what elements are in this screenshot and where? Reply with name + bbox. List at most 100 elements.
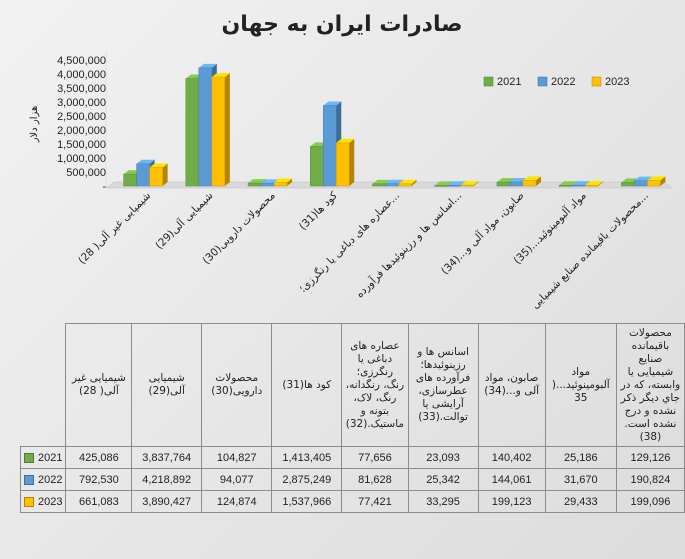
bar-top [572, 181, 591, 186]
y-tick-label: 1,500,000 [57, 139, 106, 151]
y-tick-label: 2,500,000 [57, 111, 106, 123]
x-tick-label: کود ها(31) [297, 190, 340, 233]
legend-swatch-2021 [483, 76, 494, 87]
table-series-swatch [24, 452, 34, 463]
bar-front [149, 167, 163, 187]
bar-2023-6 [460, 181, 479, 187]
bar-side [162, 163, 168, 186]
table-corner [20, 323, 67, 447]
bar-top [198, 63, 217, 68]
table-value-cell: 425,086 [65, 446, 133, 469]
bar-top [647, 176, 666, 181]
bar-front [273, 182, 288, 187]
table-value-cell: 1,537,966 [271, 490, 343, 513]
y-axis-ticks: - 500,000 1,000,000 1,500,000 2,000,000 2,500… [57, 55, 106, 193]
table-value-cell: 190,824 [615, 468, 685, 491]
table-value-cell: 3,837,764 [131, 446, 203, 469]
table-row-2022: 2022 792,530 4,218,892 94,077 2,875,249 81,62… [19, 468, 685, 491]
table-value-cell: 94,077 [201, 468, 273, 491]
bar-front [447, 185, 461, 187]
bar-front [398, 183, 412, 187]
bar-front [123, 173, 137, 187]
bar-2023-8 [584, 181, 604, 187]
legend-label-2022: 2022 [551, 76, 575, 88]
legend-swatch-2023 [591, 76, 602, 87]
bar-side [598, 181, 604, 186]
y-axis-label: هزار دلار [29, 106, 40, 144]
bar-top [634, 176, 653, 181]
bar-top [149, 163, 168, 168]
bar-front [434, 185, 448, 187]
table-value-cell: 29,433 [544, 490, 617, 513]
bar-front [323, 105, 337, 187]
table-series-swatch [24, 496, 34, 507]
table-series-name: 2023 [38, 495, 63, 508]
table-value-cell: 140,402 [477, 446, 546, 469]
bar-side [349, 138, 355, 186]
table-header-cell: محصولات دارویی(30) [201, 323, 273, 447]
bar-front [558, 185, 573, 187]
x-tick-label: عصاره های دباغی یا رنگرزی؛... [296, 189, 402, 295]
table-value-cell: 199,096 [615, 490, 685, 513]
legend-label-2021: 2021 [497, 76, 521, 88]
table-series-label: 2021 [19, 446, 67, 469]
bar-front [211, 76, 226, 187]
y-tick-label: 500,000 [66, 167, 106, 179]
table-series-swatch [24, 474, 34, 485]
table-header-cell: مواد آلبومینوئید...( 35 [544, 323, 617, 447]
table-header-cell: صابون، مواد آلی و...(34) [477, 323, 546, 447]
bar-top [274, 178, 293, 183]
table-value-cell: 23,093 [407, 446, 479, 469]
x-axis-ticks: شیمیایی غیر آلی( 28) شیمیایی آلی(29) محصول… [75, 189, 651, 312]
bar-top [136, 159, 155, 164]
table-value-cell: 144,061 [477, 468, 546, 491]
table-series-label: 2023 [19, 490, 67, 513]
bar-top [447, 181, 466, 186]
bar-side [224, 73, 230, 186]
bar-top [211, 73, 230, 78]
table-header-cell: کود ها(31) [271, 323, 343, 447]
bar-front [621, 182, 635, 187]
chart-title: صادرات ایران به جهان [222, 12, 463, 37]
bar-front [584, 184, 599, 187]
bar-top [398, 179, 417, 184]
bar-front [372, 183, 386, 187]
bar-top [434, 181, 453, 186]
bar-2023-7 [522, 176, 541, 187]
table-value-cell: 792,530 [65, 468, 133, 491]
bar-top [385, 179, 404, 184]
table-header-cell: عصاره های دباغی یا رنگرزی؛ رنگ، رنگدانه،… [341, 323, 409, 447]
bar-front [509, 181, 524, 187]
bar-top [336, 138, 355, 143]
bar-top [522, 176, 541, 181]
bar-front [522, 180, 537, 187]
bar-top [559, 181, 578, 186]
bar-front [310, 146, 324, 187]
bar-top [323, 101, 342, 106]
y-tick-label: 3,000,000 [57, 97, 106, 109]
x-tick-label: محصولات باقیمانده صنایع شیمیایی... [529, 190, 651, 312]
bar-side [287, 178, 293, 186]
table-header-cell: شیمیایی آلی(29) [131, 323, 203, 447]
table-value-cell: 77,656 [341, 446, 409, 469]
table-header-cell: محصولات باقیمانده صنایع شیمیایی یا وابست… [615, 323, 685, 447]
bar-2023-5 [398, 179, 417, 187]
bar-front [647, 180, 661, 187]
y-tick-label: 4,000,000 [57, 69, 106, 81]
y-tick-label: 3,500,000 [57, 83, 106, 95]
table-series-label: 2022 [19, 468, 67, 491]
bar-front [336, 142, 350, 187]
x-tick-label: اسانس ها و رزینوئیدها فرآورده... [353, 189, 464, 300]
table-series-name: 2022 [38, 473, 63, 486]
bar-2023-9 [647, 176, 666, 187]
bar-front [247, 182, 262, 187]
bar-top [496, 178, 515, 183]
bar-front [496, 181, 511, 187]
bar-side [660, 176, 666, 186]
x-tick-label: شیمیایی غیر آلی( 28) [75, 189, 153, 267]
legend: 2021 2022 2023 [483, 76, 629, 88]
bar-top [372, 179, 391, 184]
y-tick-label: 4,500,000 [57, 55, 106, 67]
bar-top [460, 181, 479, 186]
table-row-2023: 2023 661,083 3,890,427 124,874 1,537,966 77,4… [19, 490, 685, 513]
